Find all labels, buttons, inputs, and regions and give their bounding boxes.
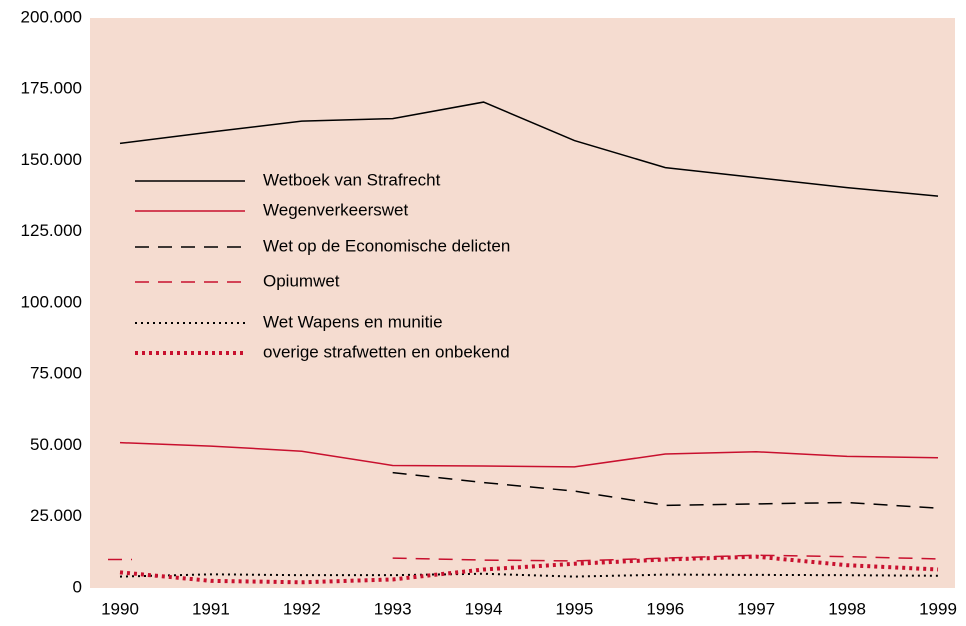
x-tick-label: 1990 xyxy=(101,599,139,618)
x-tick-label: 1998 xyxy=(828,599,866,618)
y-tick-label: 125.000 xyxy=(21,221,82,240)
x-tick-label: 1995 xyxy=(556,599,594,618)
legend-label: overige strafwetten en onbekend xyxy=(263,342,510,361)
y-tick-label: 25.000 xyxy=(30,506,82,525)
x-tick-label: 1999 xyxy=(919,599,957,618)
x-tick-label: 1996 xyxy=(646,599,684,618)
x-tick-label: 1991 xyxy=(192,599,230,618)
legend-label: Wegenverkeerswet xyxy=(263,200,408,219)
series-line xyxy=(119,572,939,578)
plot-background xyxy=(90,18,955,588)
legend-label: Wet op de Economische delicten xyxy=(263,236,510,255)
x-tick-label: 1992 xyxy=(283,599,321,618)
x-tick-label: 1997 xyxy=(737,599,775,618)
legend-label: Wet Wapens en munitie xyxy=(263,312,443,331)
y-tick-label: 75.000 xyxy=(30,364,82,383)
y-tick-label: 175.000 xyxy=(21,79,82,98)
x-tick-label: 1993 xyxy=(374,599,412,618)
series-line xyxy=(119,101,939,197)
y-tick-label: 50.000 xyxy=(30,435,82,454)
legend-label: Opiumwet xyxy=(263,271,340,290)
x-tick-label: 1994 xyxy=(465,599,503,618)
y-tick-label: 0 xyxy=(73,577,82,596)
y-tick-label: 200.000 xyxy=(21,7,82,26)
y-tick-label: 100.000 xyxy=(21,292,82,311)
series-line xyxy=(119,441,939,468)
y-tick-label: 150.000 xyxy=(21,150,82,169)
legend-label: Wetboek van Strafrecht xyxy=(263,170,441,189)
